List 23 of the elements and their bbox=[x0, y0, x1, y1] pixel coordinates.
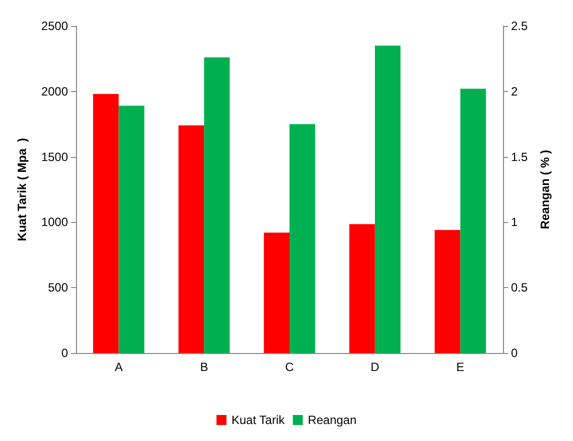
x-tick-label: D bbox=[370, 360, 380, 374]
x-tick-label: C bbox=[285, 360, 294, 374]
legend-label: Kuat Tarik bbox=[231, 413, 286, 427]
y-tick-label: 500 bbox=[48, 280, 68, 295]
y2-axis-title: Reangan ( % ) bbox=[538, 150, 552, 230]
legend-label: Reangan bbox=[308, 413, 357, 427]
y-axis-title: Kuat Tarik ( Mpa ) bbox=[15, 138, 29, 242]
y2-tick-label: 2.5 bbox=[511, 19, 528, 33]
y2-tick-label: 0.5 bbox=[511, 280, 528, 295]
y2-tick-label: 0 bbox=[511, 346, 518, 360]
y-tick-label: 0 bbox=[61, 346, 68, 360]
y2-tick-label: 2 bbox=[511, 84, 518, 98]
y-tick-label: 2500 bbox=[41, 19, 68, 33]
y2-tick-label: 1 bbox=[511, 215, 518, 230]
y-tick-label: 1000 bbox=[41, 215, 68, 230]
x-tick-label: A bbox=[114, 360, 123, 374]
y-tick-label: 1500 bbox=[41, 150, 68, 164]
bar bbox=[460, 88, 486, 353]
bar bbox=[374, 46, 401, 353]
x-tick-label: B bbox=[200, 360, 208, 374]
y-tick-label: 2000 bbox=[41, 84, 68, 98]
x-tick-label: E bbox=[456, 360, 464, 374]
y2-tick-label: 1.5 bbox=[511, 150, 528, 164]
